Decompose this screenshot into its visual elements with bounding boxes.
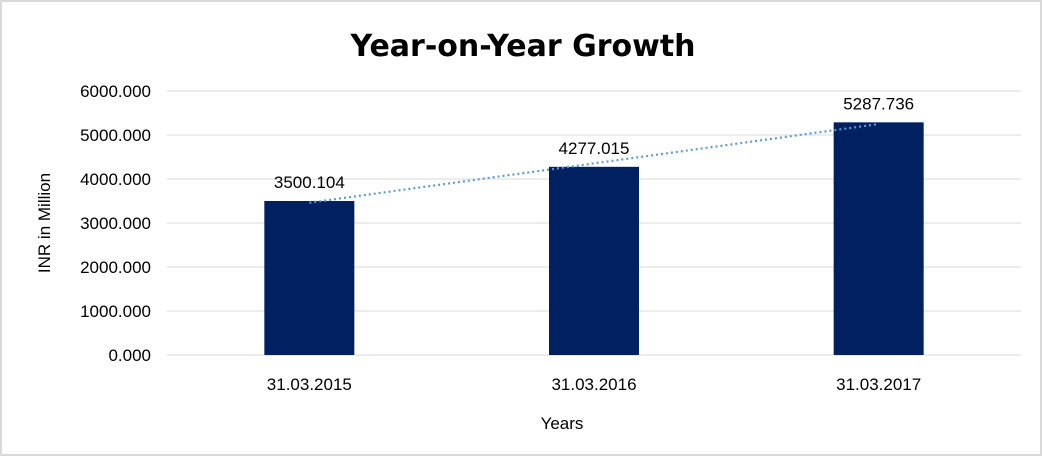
data-label: 5287.736 — [843, 94, 914, 113]
data-label: 3500.104 — [274, 173, 345, 192]
x-tick-label: 31.03.2016 — [551, 375, 636, 394]
bar — [264, 200, 355, 355]
x-tick-label: 31.03.2017 — [836, 375, 921, 394]
bar — [833, 122, 924, 355]
y-tick-label: 4000.000 — [80, 170, 151, 189]
y-tick-label: 0.000 — [108, 346, 151, 365]
y-tick-label: 1000.000 — [80, 302, 151, 321]
y-tick-label: 3000.000 — [80, 214, 151, 233]
y-tick-label: 2000.000 — [80, 258, 151, 277]
trendline — [309, 122, 879, 204]
bar — [549, 166, 639, 355]
data-label: 4277.015 — [559, 139, 630, 158]
x-axis-label: Years — [541, 414, 584, 433]
chart-title: Year-on-Year Growth — [349, 29, 695, 64]
y-axis-label: INR in Million — [35, 173, 54, 273]
y-tick-label: 6000.000 — [80, 82, 151, 101]
x-tick-label: 31.03.2015 — [267, 375, 352, 394]
y-tick-label: 5000.000 — [80, 126, 151, 145]
